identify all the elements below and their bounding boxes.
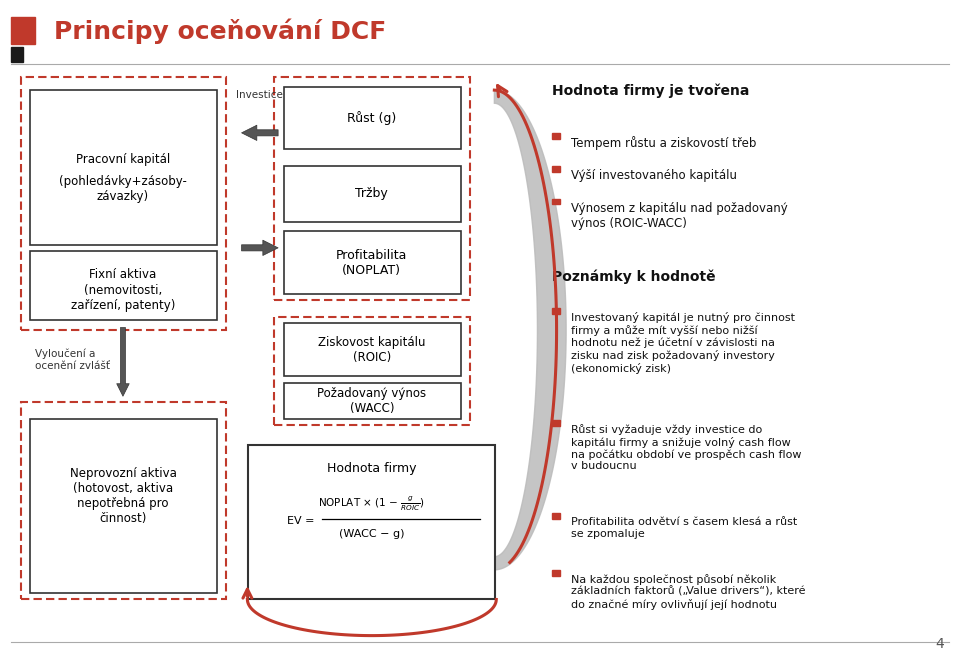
FancyBboxPatch shape bbox=[284, 87, 461, 149]
Bar bbox=[552, 513, 561, 519]
Bar bbox=[552, 166, 561, 172]
FancyBboxPatch shape bbox=[30, 418, 217, 593]
Bar bbox=[552, 199, 561, 205]
FancyBboxPatch shape bbox=[284, 232, 461, 294]
Text: 4: 4 bbox=[935, 637, 945, 651]
Text: Na každou společnost působí několik
základních faktorů („Value drivers“), které
: Na každou společnost působí několik zákl… bbox=[571, 574, 805, 610]
Text: Růst si vyžaduje vždy investice do
kapitálu firmy a snižuje volný cash flow
na p: Růst si vyžaduje vždy investice do kapit… bbox=[571, 424, 802, 471]
Text: (pohledávky+zásoby-
závazky): (pohledávky+zásoby- závazky) bbox=[59, 175, 187, 203]
Text: Výnosem z kapitálu nad požadovaný
výnos (ROIC-WACC): Výnosem z kapitálu nad požadovaný výnos … bbox=[571, 202, 788, 230]
Text: (nemovitosti,
zařízení, patenty): (nemovitosti, zařízení, patenty) bbox=[71, 284, 175, 312]
FancyBboxPatch shape bbox=[30, 90, 217, 245]
FancyBboxPatch shape bbox=[284, 166, 461, 222]
Text: Vyloučení a
ocenění zvlášť: Vyloučení a ocenění zvlášť bbox=[35, 348, 109, 371]
Bar bbox=[11, 16, 35, 44]
Text: NOPLAT $\times$ (1 $-$ $\frac{g}{ROIC}$): NOPLAT $\times$ (1 $-$ $\frac{g}{ROIC}$) bbox=[319, 495, 425, 513]
Bar bbox=[11, 48, 23, 62]
Text: Pracovní kapitál: Pracovní kapitál bbox=[76, 152, 170, 166]
Text: EV =: EV = bbox=[287, 515, 314, 525]
Text: Investice: Investice bbox=[236, 90, 283, 100]
Polygon shape bbox=[494, 90, 566, 570]
Bar bbox=[552, 308, 561, 314]
Text: Požadovaný výnos
(WACC): Požadovaný výnos (WACC) bbox=[317, 387, 426, 415]
FancyBboxPatch shape bbox=[284, 383, 461, 418]
Text: Fixní aktiva: Fixní aktiva bbox=[89, 268, 156, 280]
Text: Hodnota firmy je tvořena: Hodnota firmy je tvořena bbox=[552, 84, 749, 98]
Text: Tempem růstu a ziskovostí třeb: Tempem růstu a ziskovostí třeb bbox=[571, 136, 756, 150]
Text: Ziskovost kapitálu
(ROIC): Ziskovost kapitálu (ROIC) bbox=[318, 336, 425, 364]
Bar bbox=[552, 133, 561, 139]
Text: Principy oceňování DCF: Principy oceňování DCF bbox=[54, 18, 386, 44]
Text: Neprovozní aktiva
(hotovost, aktiva
nepotřebná pro
činnost): Neprovozní aktiva (hotovost, aktiva nepo… bbox=[69, 467, 177, 525]
FancyBboxPatch shape bbox=[30, 251, 217, 320]
Bar bbox=[552, 570, 561, 576]
Text: Investovaný kapitál je nutný pro činnost
firmy a může mít vyšší nebo nižší
hodno: Investovaný kapitál je nutný pro činnost… bbox=[571, 312, 795, 374]
Text: Výší investovaného kapitálu: Výší investovaného kapitálu bbox=[571, 169, 737, 182]
Text: Hodnota firmy: Hodnota firmy bbox=[327, 461, 417, 475]
Text: (WACC − g): (WACC − g) bbox=[339, 529, 404, 539]
Text: Profitabilita
(NOPLAT): Profitabilita (NOPLAT) bbox=[336, 249, 408, 277]
FancyBboxPatch shape bbox=[249, 445, 495, 599]
FancyBboxPatch shape bbox=[284, 323, 461, 376]
Text: Růst (g): Růst (g) bbox=[348, 112, 396, 125]
Text: Poznámky k hodnotě: Poznámky k hodnotě bbox=[552, 269, 715, 284]
Text: Tržby: Tržby bbox=[355, 187, 388, 201]
Bar bbox=[552, 420, 561, 426]
Text: Profitabilita odvětví s časem klesá a růst
se zpomaluje: Profitabilita odvětví s časem klesá a rů… bbox=[571, 517, 797, 539]
